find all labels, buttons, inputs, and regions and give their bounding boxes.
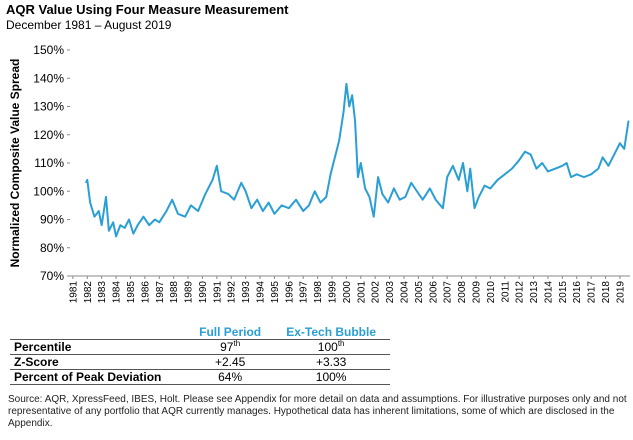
table-cell: 64% — [188, 369, 273, 385]
row-label: Percent of Peak Deviation — [10, 369, 188, 385]
x-tick-label: 1992 — [227, 281, 238, 304]
cell-value: 100% — [315, 370, 347, 384]
x-tick-label: 1984 — [112, 281, 123, 304]
table-row: Percentile 97th 100th — [10, 339, 390, 355]
x-tick-label: 1995 — [270, 281, 281, 304]
x-tick-label: 2018 — [601, 281, 612, 304]
x-tick-label: 1986 — [140, 281, 151, 304]
x-tick-label: 2006 — [428, 281, 439, 304]
table-cell: 100th — [272, 339, 390, 355]
x-tick-label: 1982 — [83, 281, 94, 304]
cell-value: 100 — [317, 340, 338, 354]
table-cell: +3.33 — [272, 354, 390, 370]
row-label: Percentile — [10, 339, 188, 355]
x-tick-label: 2001 — [356, 281, 367, 304]
x-tick-label: 2012 — [515, 281, 526, 304]
stats-table: Full Period Ex-Tech Bubble Percentile 97t… — [10, 325, 390, 385]
x-tick-label: 2015 — [558, 281, 569, 304]
y-tick-label: 70% — [40, 269, 64, 283]
x-tick-label: 2016 — [572, 281, 583, 304]
y-tick-label: 100% — [33, 184, 64, 198]
x-tick-label: 2019 — [615, 281, 626, 304]
source-note: Source: AQR, XpressFeed, IBES, Holt. Ple… — [8, 394, 627, 429]
row-label: Z-Score — [10, 354, 188, 370]
x-tick-label: 2000 — [342, 281, 353, 304]
chart: AQR Value Using Four Measure Measurement… — [6, 2, 630, 304]
y-tick-label: 150% — [33, 43, 64, 57]
x-tick-label: 1985 — [126, 281, 137, 304]
header-cell: Full Period — [199, 325, 262, 339]
cell-value: +2.45 — [214, 355, 246, 369]
x-tick-label: 1989 — [184, 281, 195, 304]
cell-value: +3.33 — [315, 355, 347, 369]
y-tick-label: 140% — [33, 71, 64, 85]
x-tick-label: 2009 — [471, 281, 482, 304]
x-tick-label: 2007 — [443, 281, 454, 304]
cell-value: 97 — [220, 340, 234, 354]
y-tick-label: 90% — [40, 213, 64, 227]
cell-suffix: th — [233, 339, 241, 348]
y-tick-label: 120% — [33, 128, 64, 142]
x-tick-label: 1993 — [241, 281, 252, 304]
cell-value: 64% — [218, 370, 243, 384]
table-cell: 97th — [188, 339, 273, 355]
x-tick-label: 2002 — [371, 281, 382, 304]
table-header: Full Period Ex-Tech Bubble — [10, 325, 390, 340]
x-tick-label: 2005 — [414, 281, 425, 304]
x-tick-label: 1999 — [328, 281, 339, 304]
x-tick-label: 1998 — [313, 281, 324, 304]
x-tick-label: 1983 — [97, 281, 108, 304]
x-tick-label: 2003 — [385, 281, 396, 304]
y-tick-label: 130% — [33, 100, 64, 114]
x-tick-label: 2004 — [399, 281, 410, 304]
cell-suffix: th — [337, 339, 345, 348]
chart-title: AQR Value Using Four Measure Measurement — [6, 2, 289, 17]
x-tick-label: 2008 — [457, 281, 468, 304]
y-tick-label: 110% — [34, 156, 64, 170]
x-tick-label: 2013 — [529, 281, 540, 304]
x-tick-label: 1997 — [299, 281, 310, 304]
x-tick-label: 1987 — [155, 281, 166, 304]
chart-subtitle: December 1981 – August 2019 — [6, 18, 172, 32]
header-cell: Ex-Tech Bubble — [286, 325, 377, 339]
y-axis-title: Normalized Composite Value Spread — [8, 59, 22, 268]
x-tick-label: 1990 — [198, 281, 209, 304]
x-tick-label: 2017 — [587, 281, 598, 304]
x-tick-label: 2010 — [486, 281, 497, 304]
data-line — [84, 82, 630, 238]
table-cell: 100% — [272, 369, 390, 385]
x-tick-label: 1981 — [68, 281, 79, 304]
table-cell: +2.45 — [188, 354, 273, 370]
table-row: Z-Score +2.45 +3.33 — [10, 354, 390, 370]
x-tick-label: 1988 — [169, 281, 180, 304]
table-row: Percent of Peak Deviation 64% 100% — [10, 369, 390, 385]
x-tick-label: 1991 — [212, 281, 223, 304]
y-tick-label: 80% — [40, 241, 64, 255]
x-tick-label: 1994 — [256, 281, 267, 304]
x-tick-label: 1996 — [284, 281, 295, 304]
x-tick-label: 2011 — [500, 281, 511, 303]
x-tick-label: 2014 — [543, 281, 554, 304]
